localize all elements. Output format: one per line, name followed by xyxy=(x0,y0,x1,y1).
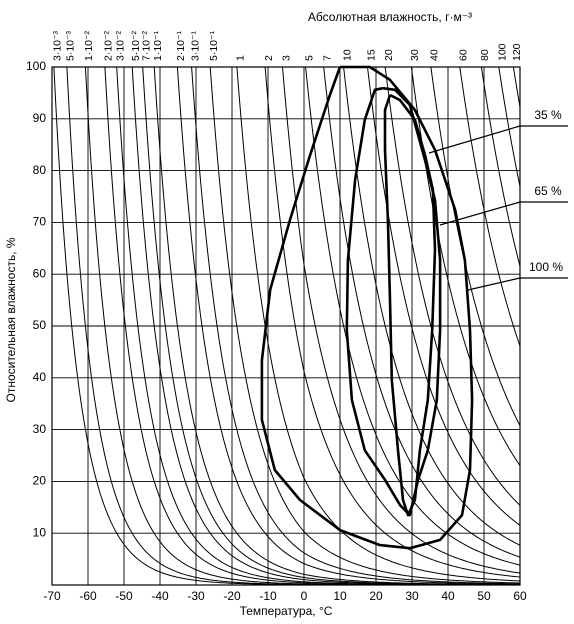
x2-tick-label: 2·10⁻¹ xyxy=(175,30,187,61)
abs-humidity-isoline xyxy=(480,67,520,269)
abs-humidity-isoline xyxy=(410,67,520,467)
legend-label: 65 % xyxy=(534,184,562,198)
x2-tick-label: 2 xyxy=(263,55,275,61)
x-tick-label: 50 xyxy=(477,589,491,603)
x2-tick-label: 3 xyxy=(280,55,292,61)
x2-tick-label: 100 xyxy=(497,43,509,61)
abs-humidity-isoline xyxy=(305,67,520,566)
contour xyxy=(345,86,442,517)
abs-humidity-isoline xyxy=(384,67,520,506)
x-tick-label: 10 xyxy=(333,589,347,603)
x-tick-label: 30 xyxy=(405,589,419,603)
x2-tick-label: 1·10⁻² xyxy=(83,30,95,61)
x2-tick-label: 7 xyxy=(321,55,333,61)
y-tick-label: 100 xyxy=(26,59,46,73)
abs-humidity-isoline xyxy=(176,67,520,585)
abs-humidity-isoline xyxy=(343,67,520,546)
x2-tick-label: 20 xyxy=(383,49,395,61)
abs-humidity-isoline xyxy=(209,67,520,584)
abs-humidity-isoline xyxy=(264,67,520,578)
y-tick-label: 60 xyxy=(33,266,47,280)
legend-label: 35 % xyxy=(534,108,562,122)
y-tick-label: 50 xyxy=(33,318,47,332)
y-tick-label: 40 xyxy=(33,370,47,384)
abs-humidity-isoline xyxy=(459,67,520,348)
x-tick-label: 60 xyxy=(513,589,527,603)
x2-tick-label: 2·10⁻² xyxy=(103,30,115,61)
x2-tick-label: 3·10⁻² xyxy=(115,30,127,61)
leader-line xyxy=(467,277,521,291)
y-tick-label: 90 xyxy=(33,111,47,125)
x2-tick-label: 3·10⁻¹ xyxy=(189,30,201,61)
x-tick-label: -40 xyxy=(151,589,169,603)
y-axis-title: Относительная влажность, % xyxy=(4,237,18,402)
abs-humidity-isoline xyxy=(430,67,520,427)
x2-tick-label: 1·10⁻¹ xyxy=(152,30,164,61)
x2-tick-label: 30 xyxy=(409,49,421,61)
x-tick-label: -30 xyxy=(187,589,205,603)
x2-tick-label: 15 xyxy=(365,49,377,61)
x-tick-label: -60 xyxy=(79,589,97,603)
abs-humidity-isoline xyxy=(323,67,520,558)
y-tick-label: 80 xyxy=(33,163,47,177)
y-tick-label: 30 xyxy=(33,422,47,436)
x-tick-label: -70 xyxy=(43,589,61,603)
x2-tick-label: 7·10⁻² xyxy=(140,30,152,61)
x2-tick-label: 10 xyxy=(341,49,353,61)
x2-tick-label: 60 xyxy=(458,49,470,61)
x-tick-label: -50 xyxy=(115,589,133,603)
x2-tick-label: 40 xyxy=(429,49,441,61)
x2-tick-label: 80 xyxy=(479,49,491,61)
x-axis-title: Температура, °С xyxy=(240,604,333,618)
x-tick-label: 40 xyxy=(441,589,455,603)
x-tick-label: 20 xyxy=(369,589,383,603)
abs-humidity-isoline xyxy=(282,67,520,574)
leader-line xyxy=(439,201,521,226)
x-tick-label: -20 xyxy=(223,589,241,603)
x2-tick-label: 1 xyxy=(235,55,247,61)
x2-tick-label: 5·10⁻¹ xyxy=(208,30,220,61)
contour xyxy=(260,65,474,550)
x2-tick-label: 5·10⁻³ xyxy=(65,30,77,61)
abs-humidity-isoline xyxy=(153,67,520,585)
x-tick-label: 0 xyxy=(301,589,308,603)
x2-tick-label: 120 xyxy=(511,43,523,61)
x2-tick-label: 5·10⁻² xyxy=(130,30,142,61)
y-tick-label: 70 xyxy=(33,215,47,229)
x2-axis-title: Абсолютная влажность, г·м⁻³ xyxy=(308,10,472,24)
x2-tick-label: 3·10⁻³ xyxy=(52,30,64,61)
x-tick-label: -10 xyxy=(259,589,277,603)
abs-humidity-isoline xyxy=(367,67,520,526)
contour xyxy=(383,93,437,517)
y-tick-label: 10 xyxy=(33,525,47,539)
leader-line xyxy=(428,125,521,154)
x2-tick-label: 5 xyxy=(303,55,315,61)
abs-humidity-isoline xyxy=(191,67,520,585)
legend-label: 100 % xyxy=(529,260,563,274)
y-tick-label: 20 xyxy=(33,474,47,488)
abs-humidity-isoline xyxy=(236,67,520,582)
